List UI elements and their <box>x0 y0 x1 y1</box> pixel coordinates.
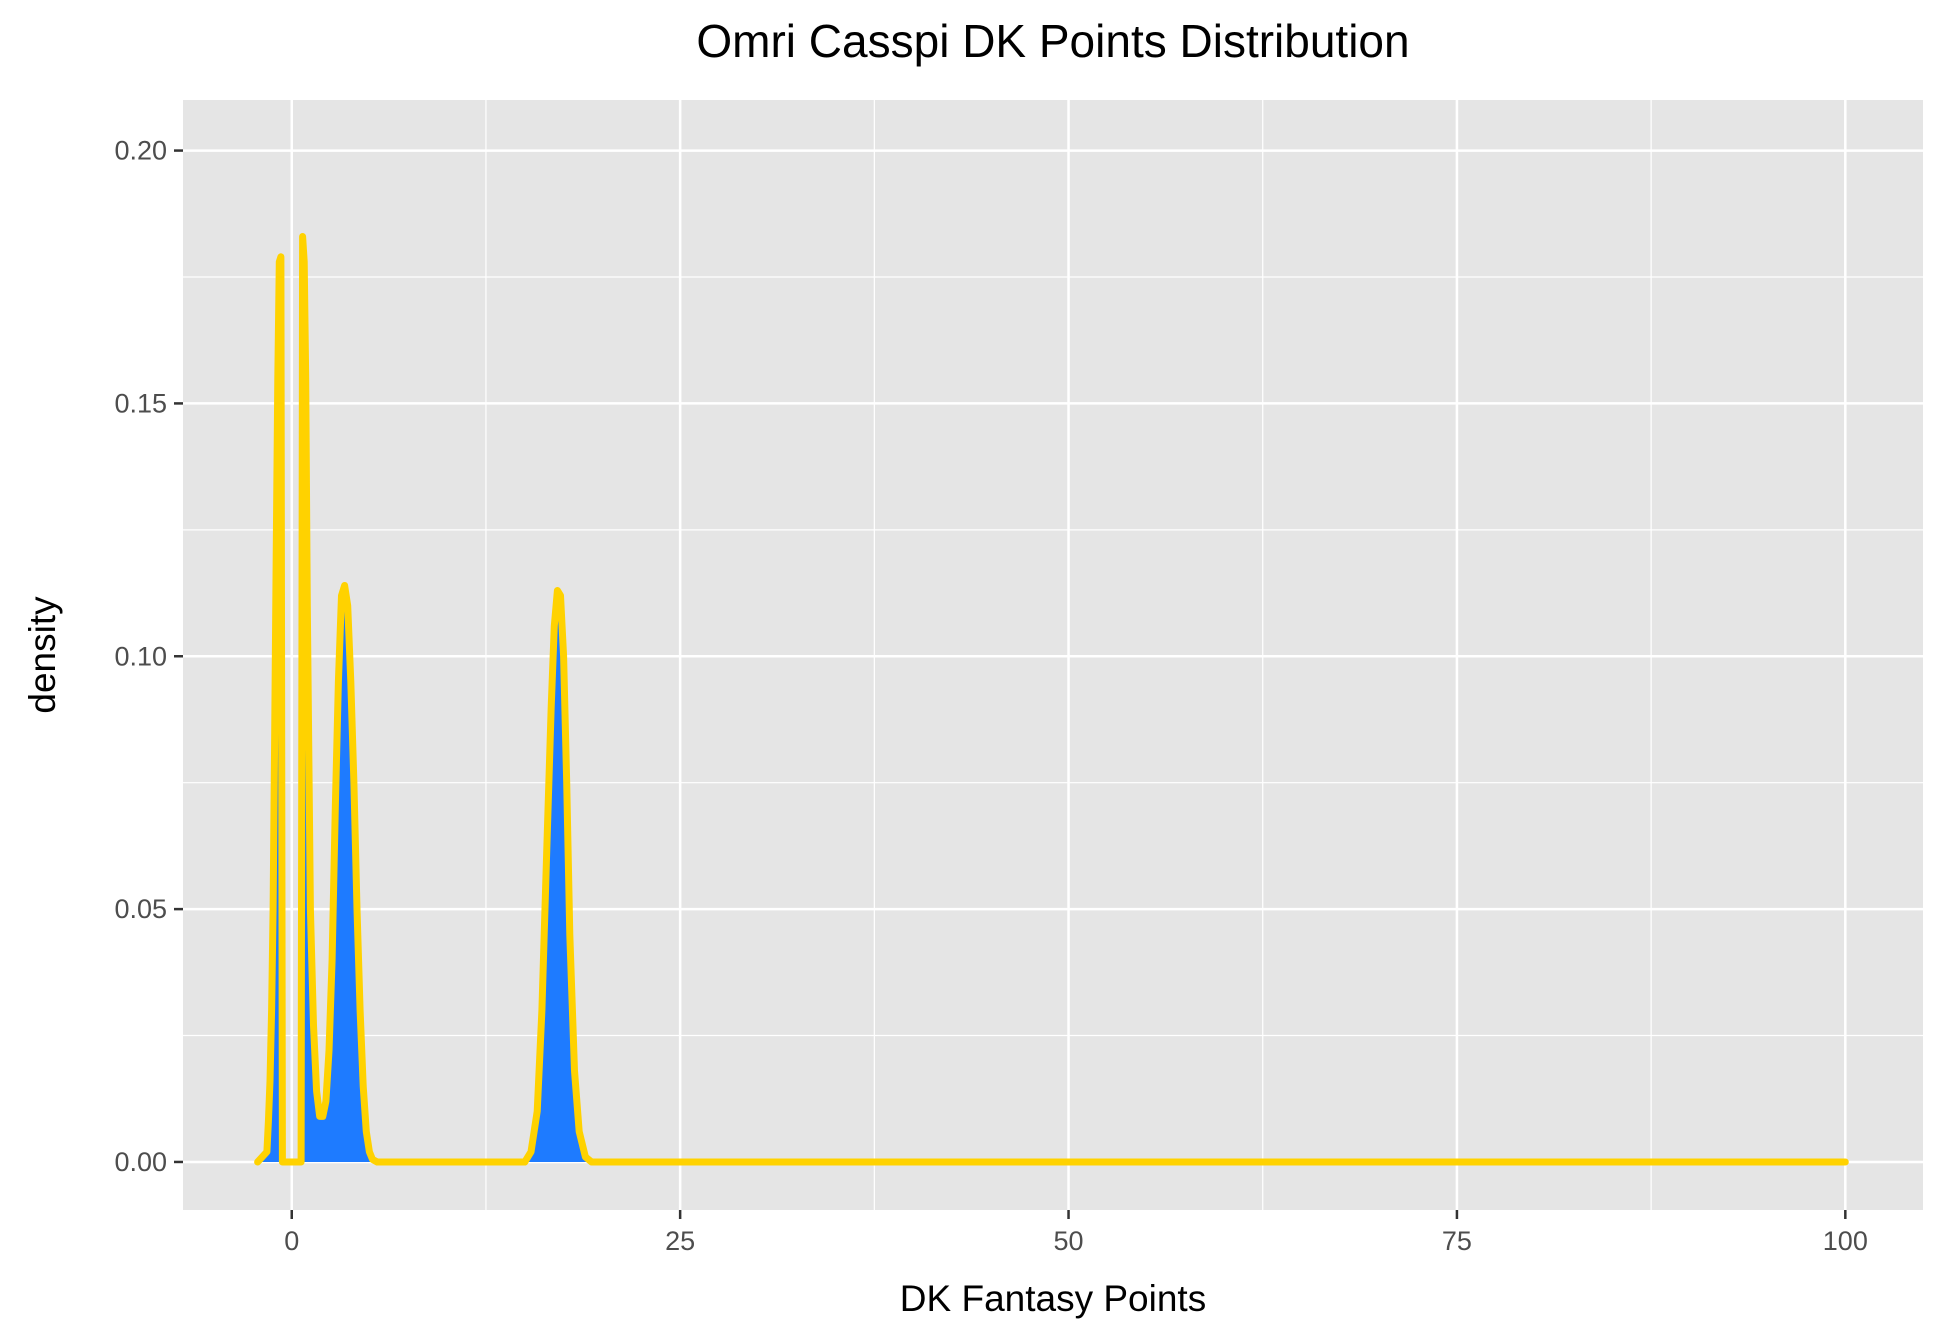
density-line <box>254 233 1849 1166</box>
x-axis: 0 25 50 75 100 <box>284 1210 1868 1256</box>
minor-gridlines <box>183 100 1923 1210</box>
y-tick-label: 0.05 <box>114 894 167 924</box>
x-tick-label: 75 <box>1442 1226 1472 1256</box>
plot-panel <box>183 100 1923 1210</box>
y-axis-title: density <box>22 596 63 714</box>
y-tick-label: 0.15 <box>114 388 167 418</box>
x-tick-label: 0 <box>284 1226 299 1256</box>
y-tick-label: 0.20 <box>114 136 167 166</box>
x-tick-label: 100 <box>1823 1226 1868 1256</box>
x-tick-label: 50 <box>1054 1226 1084 1256</box>
x-axis-title: DK Fantasy Points <box>900 1278 1206 1319</box>
y-tick-label: 0.00 <box>114 1147 167 1177</box>
y-tick-label: 0.10 <box>114 641 167 671</box>
x-tick-label: 25 <box>665 1226 695 1256</box>
y-axis: 0.00 0.05 0.10 0.15 0.20 <box>114 136 183 1177</box>
chart-title: Omri Casspi DK Points Distribution <box>696 15 1409 67</box>
